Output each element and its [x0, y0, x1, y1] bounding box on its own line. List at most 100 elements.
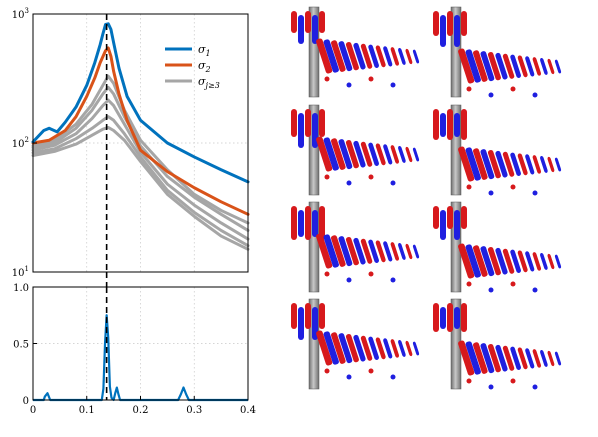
wake-lobe — [383, 338, 393, 359]
small-blob — [324, 174, 330, 180]
wake-lobe — [353, 42, 366, 70]
upper-lobe — [454, 307, 460, 329]
wake-lobe — [323, 137, 339, 171]
wake-lobe — [338, 333, 353, 364]
wake-lobe — [547, 156, 555, 173]
wake-lobe — [458, 146, 475, 182]
upper-structures — [433, 206, 467, 240]
spectrum-plot: 101 102 103 σ1 σ2 σj≥3 — [12, 7, 250, 279]
wake-lobe — [458, 340, 475, 376]
wake-lobe — [540, 252, 548, 270]
wake-lobe — [398, 47, 406, 65]
small-blob — [324, 271, 330, 277]
wake-lobe — [495, 344, 508, 372]
wake-lobe — [338, 139, 353, 170]
small-blob — [368, 174, 374, 180]
wake-lobe — [510, 249, 521, 273]
wake-lobe — [405, 340, 413, 357]
wake-lobe — [383, 241, 393, 262]
wake-lobe — [465, 49, 481, 83]
wake-lobe — [458, 243, 475, 279]
small-blob — [390, 82, 396, 88]
energy-y-tick-label: 0 — [23, 396, 29, 407]
mode-panel-6 — [433, 201, 562, 293]
wake-lobe — [412, 341, 420, 356]
wake-lobe — [375, 337, 386, 360]
wake-lobe — [360, 238, 373, 264]
upper-lobe — [291, 206, 297, 240]
wake-lobe — [517, 347, 528, 370]
small-blob — [532, 92, 538, 98]
spectrum-series-line-1 — [31, 22, 250, 184]
wake-lobe — [405, 146, 413, 163]
small-blob — [510, 378, 516, 384]
upper-structures — [291, 206, 325, 240]
wake-lobe — [338, 41, 353, 72]
wake-lobe — [480, 51, 495, 82]
upper-lobe — [291, 109, 297, 137]
wake-lobe — [487, 149, 501, 179]
upper-lobe — [461, 109, 467, 140]
wake-lobe — [390, 145, 399, 164]
wake-lobe — [375, 240, 386, 263]
wake-lobe — [383, 144, 393, 165]
wake-lobe — [495, 247, 508, 275]
wake-lobe — [405, 48, 413, 65]
upper-lobe — [312, 15, 318, 44]
wake-lobe — [458, 48, 475, 84]
wake-lobe — [502, 151, 515, 177]
upper-lobe — [433, 109, 439, 140]
upper-lobe — [461, 11, 467, 36]
cylinder — [308, 201, 320, 293]
upper-lobe — [454, 113, 460, 137]
wake-lobe — [316, 38, 333, 74]
wake-lobe — [502, 345, 515, 371]
upper-lobe — [298, 210, 304, 237]
spectrum-series-line-7 — [31, 125, 250, 251]
energy-x-ticks: 0 0.1 0.2 0.3 0.4 — [30, 396, 256, 416]
small-blob — [488, 190, 494, 196]
upper-lobe — [305, 206, 311, 240]
energy-grid — [33, 287, 248, 400]
upper-lobe — [440, 307, 446, 329]
small-blob — [532, 287, 538, 293]
wake-lobe — [360, 43, 373, 69]
upper-lobe — [440, 113, 446, 137]
wake-lobe — [525, 251, 535, 272]
wake-structures — [316, 330, 420, 380]
wake-lobe — [465, 244, 481, 278]
energy-y-tick-label: 1.0 — [13, 283, 29, 294]
small-blob — [510, 281, 516, 287]
wake-lobe — [554, 157, 562, 172]
cylinder — [308, 104, 320, 196]
upper-structures — [433, 303, 467, 332]
wake-lobe — [547, 58, 555, 75]
wake-lobe — [554, 351, 562, 366]
energy-plot: 0 0.5 1.0 0 0.1 0.2 0.3 0.4 — [13, 283, 256, 416]
small-blob — [368, 271, 374, 277]
small-blob — [532, 190, 538, 196]
wake-lobe — [525, 56, 535, 77]
small-blob — [466, 184, 472, 190]
wake-lobe — [473, 342, 488, 374]
upper-structures — [433, 109, 467, 140]
upper-lobe — [319, 11, 325, 33]
small-blob — [346, 374, 352, 380]
wake-lobe — [532, 252, 541, 271]
wake-lobe — [353, 140, 366, 168]
wake-lobe — [398, 145, 406, 163]
upper-lobe — [298, 113, 304, 148]
wake-lobe — [480, 343, 495, 374]
wake-lobe — [502, 248, 515, 274]
wake-lobe — [525, 154, 535, 175]
wake-lobe — [554, 254, 562, 269]
wake-lobe — [360, 335, 373, 361]
wake-lobe — [495, 52, 508, 80]
wake-lobe — [502, 53, 515, 79]
energy-x-tick-label: 0 — [30, 405, 36, 416]
upper-lobe — [433, 206, 439, 229]
upper-lobe — [461, 206, 467, 229]
upper-lobe — [433, 303, 439, 332]
wake-lobe — [547, 350, 555, 367]
mode-panel-5 — [291, 201, 420, 293]
